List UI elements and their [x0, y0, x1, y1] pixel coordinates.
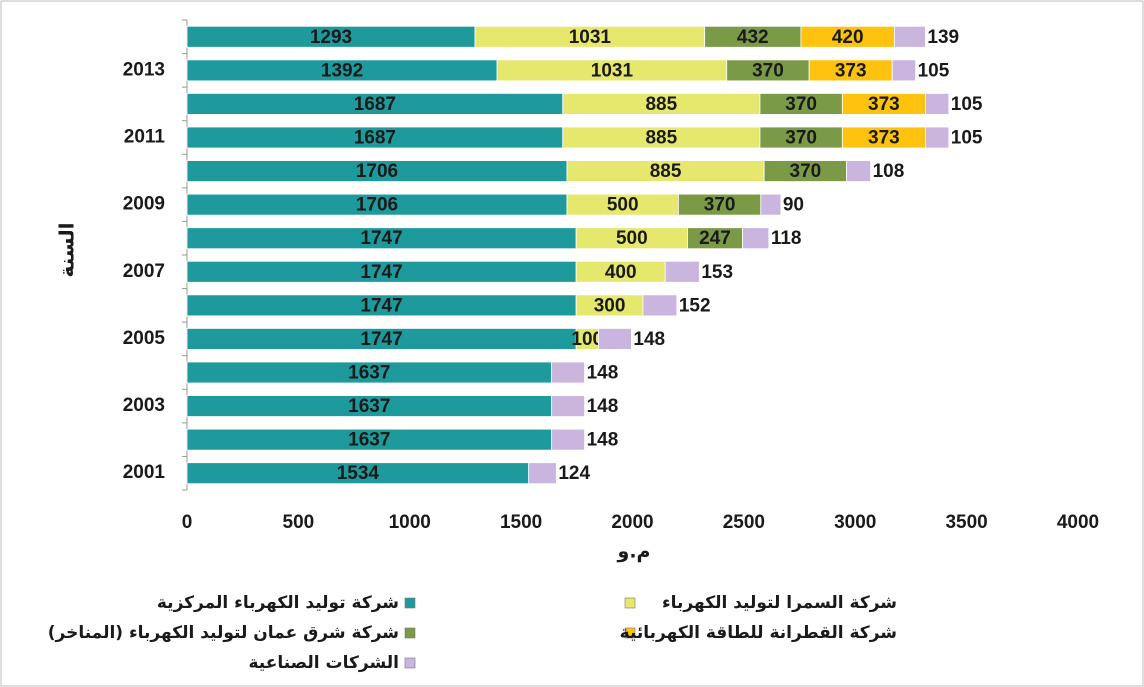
data-label: 400: [605, 262, 637, 283]
data-label: 1637: [348, 363, 390, 384]
legend-swatch: [624, 627, 636, 639]
bar-segment: [598, 328, 632, 350]
data-label: 370: [752, 60, 784, 81]
data-label: 1392: [321, 60, 363, 81]
data-label: 432: [737, 27, 769, 48]
y-tick-label: 2005: [123, 328, 166, 349]
bar-segment: [760, 193, 782, 216]
y-tick-label: 2001: [123, 462, 166, 483]
data-label: 148: [633, 329, 665, 350]
data-label: 1031: [569, 27, 612, 48]
data-label: 370: [704, 195, 736, 216]
bar-segment: [551, 428, 586, 451]
x-tick-label: 0: [182, 512, 193, 533]
y-tick-label: 2007: [123, 261, 165, 282]
data-label: 1747: [360, 262, 402, 283]
data-label: 373: [835, 60, 867, 81]
data-label: 1031: [591, 60, 634, 81]
data-label: 1687: [354, 128, 396, 149]
data-label: 370: [785, 94, 817, 115]
bar-segment: [664, 260, 700, 283]
x-axis-label: م.و: [617, 541, 651, 563]
data-label: 373: [868, 94, 900, 115]
x-tick-label: 500: [283, 512, 315, 533]
bar-segment: [925, 93, 950, 115]
data-label: 1706: [356, 195, 398, 216]
x-tick-label: 2000: [611, 512, 653, 533]
legend-swatch: [624, 597, 636, 609]
data-label: 105: [918, 60, 950, 81]
legend-label: شركة القطرانة للطاقة الكهربائية: [620, 623, 897, 643]
data-label: 105: [951, 94, 983, 115]
data-label: 370: [785, 128, 817, 149]
data-label: 300: [594, 295, 626, 316]
data-label: 500: [616, 228, 648, 249]
legend-swatch: [404, 597, 416, 609]
data-label: 1706: [356, 161, 398, 182]
bar-segment: [846, 160, 872, 182]
y-tick-label: 2003: [123, 395, 165, 416]
x-tick-label: 2500: [723, 512, 765, 533]
data-label: 108: [873, 161, 905, 182]
x-tick-label: 1500: [500, 512, 542, 533]
data-label: 118: [771, 228, 802, 249]
data-label: 885: [645, 94, 677, 115]
data-label: 148: [587, 396, 619, 417]
bar-segment: [642, 294, 678, 317]
bar-segment: [551, 361, 586, 384]
data-label: 1293: [310, 27, 352, 48]
data-label: 139: [927, 27, 959, 48]
x-tick-label: 3500: [945, 512, 987, 533]
y-axis-label: السنة: [55, 222, 79, 277]
data-label: 90: [783, 195, 804, 216]
y-tick-label: 2013: [123, 59, 165, 80]
bar-segment: [894, 25, 926, 48]
data-label: 1687: [354, 94, 396, 115]
data-label: 100: [571, 329, 603, 350]
bar-segment: [925, 126, 950, 149]
data-label: 1747: [360, 295, 402, 316]
data-label: 105: [951, 128, 983, 149]
data-label: 885: [645, 128, 677, 149]
y-tick-label: 2009: [123, 194, 165, 215]
data-label: 124: [558, 463, 590, 484]
data-label: 148: [587, 430, 619, 451]
bar-segment: [891, 59, 917, 82]
data-label: 1637: [348, 396, 390, 417]
data-label: 247: [699, 228, 731, 249]
bar-segment: [551, 395, 586, 417]
x-tick-label: 3000: [834, 512, 876, 533]
legend-label: الشركات الصناعية: [248, 653, 399, 673]
data-label: 420: [832, 27, 864, 48]
data-label: 152: [679, 295, 711, 316]
legend-swatch: [404, 657, 416, 669]
data-label: 1534: [337, 463, 380, 484]
data-label: 370: [790, 161, 822, 182]
data-label: 153: [701, 262, 733, 283]
data-label: 148: [587, 363, 619, 384]
bar-segment: [528, 462, 557, 485]
legend-label: شركة شرق عمان لتوليد الكهرباء (المناخر): [48, 623, 399, 643]
x-tick-label: 4000: [1057, 512, 1099, 533]
data-label: 1747: [360, 329, 402, 350]
legend-label: شركة توليد الكهرباء المركزية: [157, 593, 399, 613]
data-label: 885: [650, 161, 682, 182]
legend-swatch: [404, 627, 416, 639]
bar-segment: [742, 227, 770, 250]
legend-label: شركة السمرا لتوليد الكهرباء: [662, 593, 897, 613]
data-label: 1637: [348, 430, 390, 451]
y-tick-label: 2011: [124, 127, 166, 148]
data-label: 500: [607, 195, 639, 216]
x-tick-label: 1000: [389, 512, 431, 533]
data-label: 1747: [360, 228, 402, 249]
data-label: 373: [868, 128, 900, 149]
